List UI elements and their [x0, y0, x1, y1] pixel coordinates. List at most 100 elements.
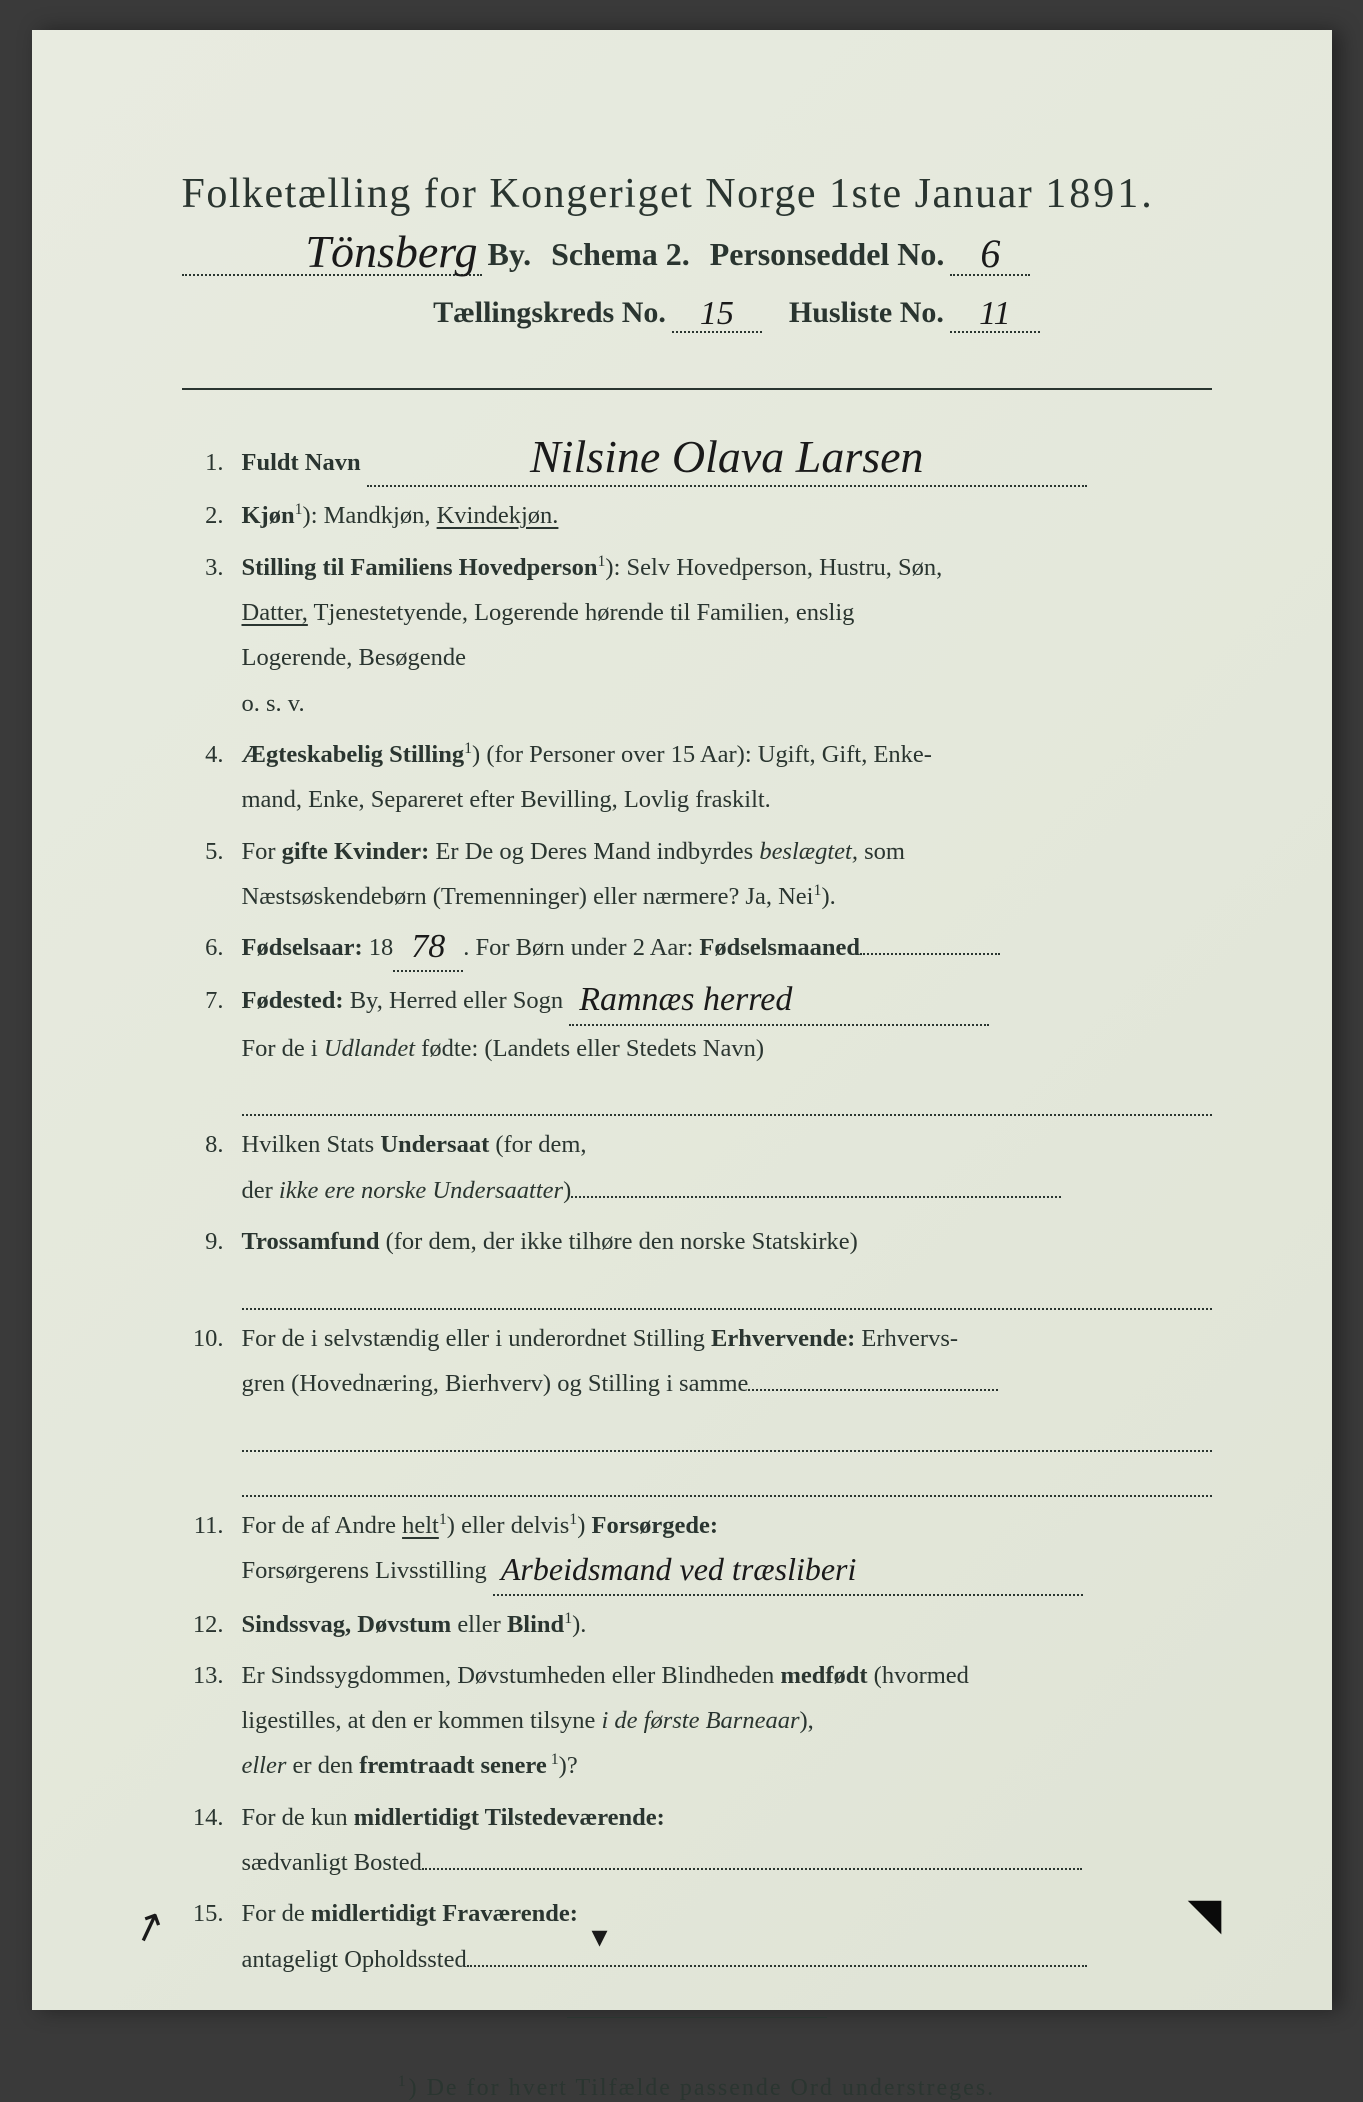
personseddel-no: 6: [980, 242, 1000, 266]
label-10: Erhvervende:: [711, 1325, 855, 1352]
mark-mid: ▾: [592, 1917, 608, 1955]
num-11: 11.: [182, 1503, 242, 1596]
num-14: 14.: [182, 1795, 242, 1886]
tail-12: ).: [572, 1611, 586, 1638]
rest2-5: som: [858, 838, 905, 865]
footnote-sup: 1: [398, 2073, 409, 2090]
month-field-6: [860, 953, 1000, 955]
label-8: Undersaat: [380, 1131, 489, 1158]
year-hand-6: 78: [411, 937, 445, 957]
blank-7: [242, 1071, 1212, 1116]
census-form-page: Folketælling for Kongeriget Norge 1ste J…: [32, 30, 1332, 2010]
label-6: Fødselsaar:: [242, 934, 363, 961]
line2-10: gren (Hovednæring, Bierhverv) og Stillin…: [242, 1370, 749, 1397]
content-10: For de i selvstændig eller i underordnet…: [242, 1316, 1212, 1497]
footnote-text: ) De for hvert Tilfælde passende Ord und…: [409, 2075, 996, 2101]
line1a-13: Er Sindssygdommen, Døvstumheden eller Bl…: [242, 1662, 781, 1689]
rest-6: . For Børn under 2 Aar:: [463, 934, 699, 961]
row-11: 11. For de af Andre helt1) eller delvis1…: [182, 1503, 1212, 1596]
line2b-7: fødte: (Landets eller Stedets Navn): [415, 1035, 764, 1062]
content-3: Stilling til Familiens Hovedperson1): Se…: [242, 545, 1212, 726]
selected-3: Datter,: [242, 599, 308, 626]
content-6: Fødselsaar: 1878. For Børn under 2 Aar: …: [242, 925, 1212, 972]
bold1-13: medfødt: [780, 1662, 867, 1689]
italic2-13: i de første Barneaar: [601, 1707, 799, 1734]
line3i-13: eller: [242, 1752, 287, 1779]
sup-12: 1: [564, 1609, 572, 1626]
sup-2: 1: [295, 501, 303, 518]
year-prefix-6: 18: [369, 934, 394, 961]
label-14: midlertidigt Tilstedeværende:: [354, 1804, 665, 1831]
bold3-13: fremtraadt senere: [359, 1752, 547, 1779]
label-7: Fødested:: [242, 987, 344, 1014]
title-block: Folketælling for Kongeriget Norge 1ste J…: [182, 170, 1212, 333]
taellingskreds-field: 15: [672, 296, 762, 333]
line1b-10: Erhvervs-: [855, 1325, 958, 1352]
row-2: 2. Kjøn1): Mandkjøn, Kvindekjøn.: [182, 493, 1212, 538]
title-line-1: Folketælling for Kongeriget Norge 1ste J…: [182, 170, 1212, 218]
line2b-13: ),: [799, 1707, 813, 1734]
tail-13: )?: [559, 1752, 578, 1779]
content-7: Fødested: By, Herred eller Sogn Ramnæs h…: [242, 978, 1212, 1116]
rest-4: ) (for Personer over 15 Aar): Ugift, Gif…: [472, 741, 932, 768]
by-label: By.: [488, 236, 532, 273]
num-5: 5.: [182, 829, 242, 920]
line2-4: mand, Enke, Separeret efter Bevilling, L…: [242, 786, 771, 813]
blank-15: [467, 1965, 1087, 1967]
label2-6: Fødselsmaaned: [699, 934, 860, 961]
line2a-7: For de i: [242, 1035, 324, 1062]
rest-12: eller: [451, 1611, 507, 1638]
content-2: Kjøn1): Mandkjøn, Kvindekjøn.: [242, 493, 1212, 538]
num-4: 4.: [182, 732, 242, 823]
row-10: 10. For de i selvstændig eller i underor…: [182, 1316, 1212, 1497]
tail-5: ).: [821, 883, 835, 910]
num-7: 7.: [182, 978, 242, 1116]
husliste-field: 11: [950, 296, 1040, 333]
line2b-8: ): [563, 1177, 571, 1204]
row-5: 5. For gifte Kvinder: Er De og Deres Man…: [182, 829, 1212, 920]
line2i-8: ikke ere norske Undersaatter: [279, 1177, 563, 1204]
birthplace-value: Ramnæs herred: [579, 990, 792, 1010]
title-year: 1891.: [1045, 171, 1155, 217]
label-5: gifte Kvinder:: [282, 838, 430, 865]
taellingskreds-label: Tællingskreds No.: [433, 296, 666, 330]
title-prefix: Folketælling for Kongeriget Norge 1ste J…: [182, 171, 1034, 217]
sup1-11: 1: [439, 1511, 447, 1528]
label2-12: Blind: [507, 1611, 564, 1638]
line3a-13: er den: [286, 1752, 359, 1779]
line1a-10: For de i selvstændig eller i underordnet…: [242, 1325, 712, 1352]
label-12: Sindssvag, Døvstum: [242, 1611, 452, 1638]
row-6: 6. Fødselsaar: 1878. For Børn under 2 Aa…: [182, 925, 1212, 972]
line2-15: antageligt Opholdssted: [242, 1946, 467, 1973]
rest-5: Er De og Deres Mand indbyrdes: [429, 838, 759, 865]
content-4: Ægteskabelig Stilling1) (for Personer ov…: [242, 732, 1212, 823]
row-8: 8. Hvilken Stats Undersaat (for dem, der…: [182, 1122, 1212, 1213]
line2a-13: ligestilles, at den er kommen tilsyne: [242, 1707, 602, 1734]
sup-4: 1: [464, 740, 472, 757]
row-7: 7. Fødested: By, Herred eller Sogn Ramnæ…: [182, 978, 1212, 1116]
mid-11: ) eller delvis: [447, 1512, 569, 1539]
line2-11: Forsørgerens Livsstilling: [242, 1557, 487, 1584]
rest-3a: ): Selv Hovedperson, Hustru, Søn,: [605, 554, 942, 581]
footnote: 1) De for hvert Tilfælde passende Ord un…: [182, 2073, 1212, 2102]
row-13: 13. Er Sindssygdommen, Døvstumheden elle…: [182, 1653, 1212, 1789]
label-4: Ægteskabelig Stilling: [242, 741, 465, 768]
row-9: 9. Trossamfund (for dem, der ikke tilhør…: [182, 1219, 1212, 1310]
line1b-13: (hvormed: [868, 1662, 969, 1689]
line1b-8: (for dem,: [489, 1131, 586, 1158]
num-9: 9.: [182, 1219, 242, 1310]
num-10: 10.: [182, 1316, 242, 1497]
italic-5: beslægtet,: [759, 838, 858, 865]
divider-footnote: [567, 2017, 827, 2018]
content-15: For de midlertidigt Fraværende: antageli…: [242, 1891, 1212, 1982]
line1a-11: For de af Andre: [242, 1512, 403, 1539]
schema-label: Schema 2.: [551, 236, 690, 273]
line1a-8: Hvilken Stats: [242, 1131, 381, 1158]
label-2: Kjøn: [242, 502, 295, 529]
mark-left: ↗: [124, 1899, 172, 1955]
u1-11: helt: [402, 1512, 439, 1539]
row-4: 4. Ægteskabelig Stilling1) (for Personer…: [182, 732, 1212, 823]
rest-2: ): Mandkjøn,: [303, 502, 437, 529]
content-9: Trossamfund (for dem, der ikke tilhøre d…: [242, 1219, 1212, 1310]
name-value: Nilsine Olava Larsen: [530, 443, 924, 471]
